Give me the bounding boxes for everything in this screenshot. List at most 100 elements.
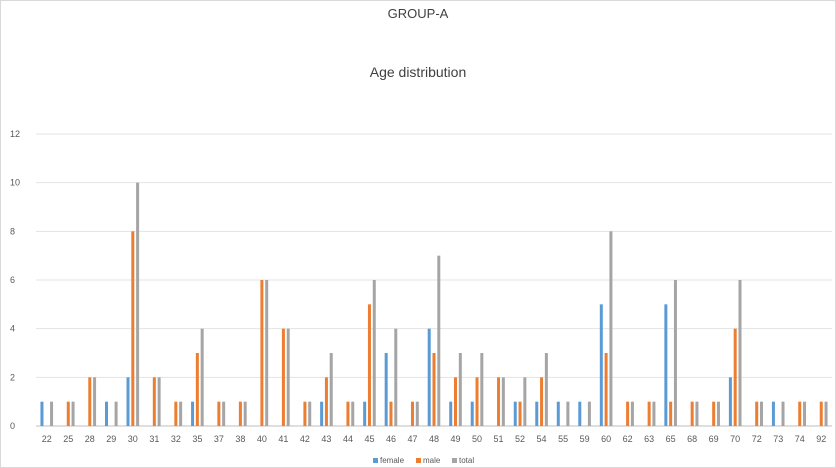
bar-female	[320, 401, 324, 426]
x-tick-label: 49	[451, 434, 461, 444]
bar-male	[604, 353, 608, 426]
bar-total	[286, 328, 290, 426]
x-tick-label: 55	[558, 434, 568, 444]
bar-total	[523, 377, 527, 426]
bar-total	[243, 401, 247, 426]
bar-male	[410, 401, 414, 426]
bar-total	[760, 401, 764, 426]
bar-female	[104, 401, 108, 426]
y-tick-label: 4	[10, 324, 15, 334]
legend-swatch-total	[452, 458, 457, 463]
bar-total	[609, 231, 613, 426]
bar-female	[40, 401, 44, 426]
bar-female	[578, 401, 582, 426]
bar-male	[174, 401, 178, 426]
x-tick-label: 29	[106, 434, 116, 444]
bar-female	[771, 401, 775, 426]
bar-male	[690, 401, 694, 426]
bar-male	[712, 401, 716, 426]
x-tick-label: 43	[321, 434, 331, 444]
x-tick-label: 73	[773, 434, 783, 444]
bar-total	[308, 401, 312, 426]
bar-female	[126, 377, 130, 426]
x-tick-label: 31	[149, 434, 159, 444]
x-tick-label: 68	[687, 434, 697, 444]
bar-total	[501, 377, 505, 426]
bar-male	[733, 328, 737, 426]
bar-female	[535, 401, 539, 426]
bar-total	[415, 401, 419, 426]
bar-male	[475, 377, 479, 426]
bar-total	[824, 401, 828, 426]
y-tick-label: 10	[10, 178, 20, 188]
x-tick-label: 62	[623, 434, 633, 444]
bar-female	[513, 401, 517, 426]
bar-male	[367, 304, 371, 426]
bar-total	[716, 401, 720, 426]
legend-swatch-male	[416, 458, 421, 463]
bar-male	[217, 401, 221, 426]
chart-title: GROUP-A	[387, 6, 449, 21]
bar-total	[93, 377, 97, 426]
x-tick-label: 41	[278, 434, 288, 444]
bar-female	[599, 304, 603, 426]
bar-total	[652, 401, 656, 426]
x-tick-label: 52	[515, 434, 525, 444]
chart-subtitle: Age distribution	[369, 64, 467, 80]
x-tick-label: 47	[407, 434, 417, 444]
bar-male	[432, 353, 436, 426]
x-tick-label: 37	[214, 434, 224, 444]
x-tick-label: 22	[42, 434, 52, 444]
x-tick-label: 40	[257, 434, 267, 444]
bar-total	[458, 353, 462, 426]
bar-total	[157, 377, 161, 426]
x-tick-label: 46	[386, 434, 396, 444]
bar-male	[798, 401, 802, 426]
x-tick-label: 25	[63, 434, 73, 444]
bar-male	[88, 377, 92, 426]
x-tick-label: 59	[580, 434, 590, 444]
bar-male	[131, 231, 135, 426]
bar-male	[346, 401, 350, 426]
bar-male	[669, 401, 673, 426]
y-tick-label: 6	[10, 275, 15, 285]
y-tick-label: 2	[10, 372, 15, 382]
x-tick-label: 38	[235, 434, 245, 444]
x-tick-label: 30	[128, 434, 138, 444]
bar-total	[265, 280, 269, 426]
bar-male	[238, 401, 242, 426]
legend-label-total: total	[459, 456, 474, 465]
legend-label-male: male	[423, 456, 441, 465]
x-tick-label: 72	[752, 434, 762, 444]
bar-total	[803, 401, 807, 426]
bar-total	[738, 280, 742, 426]
bar-total	[372, 280, 376, 426]
bar-male	[389, 401, 393, 426]
bar-total	[544, 353, 548, 426]
bar-female	[664, 304, 668, 426]
bar-male	[260, 280, 264, 426]
legend-swatch-female	[373, 458, 378, 463]
y-tick-label: 0	[10, 421, 15, 431]
bar-male	[152, 377, 156, 426]
bar-female	[191, 401, 195, 426]
bar-total	[329, 353, 333, 426]
bar-total	[630, 401, 634, 426]
x-tick-label: 54	[537, 434, 547, 444]
bar-male	[454, 377, 458, 426]
x-tick-label: 69	[709, 434, 719, 444]
bar-total	[480, 353, 484, 426]
x-tick-label: 51	[494, 434, 504, 444]
bar-female	[363, 401, 367, 426]
bar-total	[179, 401, 183, 426]
bar-male	[647, 401, 651, 426]
x-tick-label: 63	[644, 434, 654, 444]
bar-total	[437, 255, 441, 426]
legend-label-female: female	[380, 456, 405, 465]
bar-male	[755, 401, 759, 426]
bar-female	[384, 353, 388, 426]
x-tick-label: 28	[85, 434, 95, 444]
x-tick-label: 42	[300, 434, 310, 444]
x-tick-label: 60	[601, 434, 611, 444]
